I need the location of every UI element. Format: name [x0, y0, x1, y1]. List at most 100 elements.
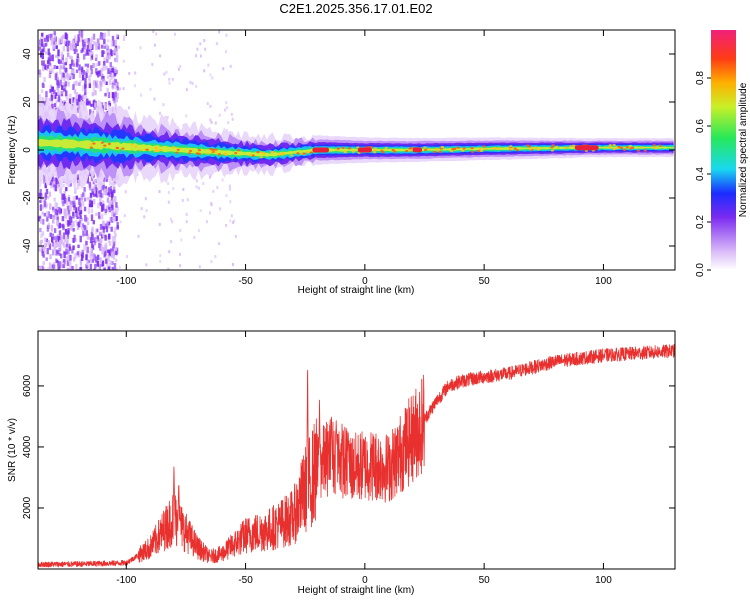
- spectrogram-noise-cell: [113, 70, 117, 76]
- spectrogram-noise-cell: [171, 77, 174, 81]
- spectrogram-noise-cell: [113, 98, 116, 104]
- spectrogram-noise-cell: [113, 47, 117, 53]
- spectrogram-noise-cell: [199, 42, 202, 46]
- spectrogram-noise-cell: [62, 82, 65, 88]
- spectrogram-noise-cell: [58, 59, 61, 64]
- spectrogram-noise-cell: [73, 89, 77, 94]
- snr-y-tick-label: 6000: [22, 374, 33, 397]
- spectrogram-noise-cell: [44, 97, 47, 102]
- spectrogram-peak-cell: [433, 150, 437, 154]
- spectrogram-noise-cell: [114, 67, 117, 74]
- spectrogram-hotspot: [412, 147, 423, 153]
- spectrogram-noise-cell: [103, 45, 106, 49]
- spectrogram-noise-cell: [88, 101, 91, 105]
- spectrogram-noise-cell: [81, 85, 85, 92]
- spectrogram-noise-cell: [103, 175, 106, 180]
- spectrogram-noise-cell: [38, 216, 41, 222]
- spectrogram-noise-cell: [182, 187, 185, 191]
- spectrogram-peak-cell: [451, 148, 455, 151]
- spectrogram-noise-cell: [115, 48, 119, 56]
- spectrogram-noise-cell: [46, 65, 50, 69]
- spectrogram-noise-cell: [82, 94, 85, 100]
- spectrogram-noise-cell: [114, 233, 117, 237]
- spectrogram-noise-cell: [179, 64, 182, 68]
- spectrogram-noise-cell: [198, 265, 201, 269]
- spectrogram-noise-cell: [90, 103, 93, 107]
- spectrogram-peak-cell: [555, 145, 559, 148]
- spectrogram-noise-cell: [51, 242, 55, 247]
- spectrogram-peak-cell: [619, 146, 624, 149]
- colorbar-tick-label: 0.2: [695, 215, 706, 229]
- spectrogram-noise-cell: [45, 188, 49, 195]
- spectrogram-noise-cell: [50, 182, 53, 189]
- colorbar-label: Normalized spectral amplitude: [738, 82, 749, 217]
- spectrogram-noise-cell: [48, 97, 51, 102]
- spectrogram-noise-cell: [76, 102, 79, 106]
- snr-x-tick-label: 100: [595, 575, 612, 586]
- spectrogram-noise-cell: [91, 226, 94, 233]
- spectrogram-noise-cell: [52, 264, 56, 269]
- spectrogram-noise-cell: [105, 225, 109, 233]
- spectrogram-noise-cell: [45, 257, 48, 261]
- spectrogram-peak-cell: [356, 146, 360, 149]
- spectrogram-noise-cell: [101, 234, 104, 239]
- spectrogram-noise-cell: [86, 233, 89, 240]
- spectrogram-noise-cell: [115, 268, 118, 270]
- spectrogram-peak-cell: [373, 147, 378, 150]
- spectrogram-noise-cell: [60, 186, 63, 191]
- spectrogram-peak-cell: [351, 150, 355, 153]
- spectrogram-noise-cell: [83, 100, 86, 105]
- spectrogram-band-layer: [38, 138, 674, 157]
- spectrogram-noise-cell: [195, 179, 198, 183]
- spectrogram-noise-cell: [101, 50, 104, 57]
- spectrogram-noise-cell: [168, 250, 171, 254]
- spectrogram-peak-cell: [256, 151, 260, 154]
- spectrogram-noise-cell: [67, 197, 71, 202]
- spectrogram-noise-cell: [86, 44, 90, 51]
- spectrogram-noise-cell: [45, 40, 49, 47]
- colorbar: 0.0 0.2 0.4 0.6 0.8 Normalized spectral ampl…: [695, 30, 749, 277]
- spectrogram-noise-cell: [47, 240, 50, 246]
- spectrogram-noise-cell: [56, 80, 60, 86]
- spectrogram-noise-cell: [59, 239, 62, 244]
- spectrogram-noise-cell: [48, 58, 51, 66]
- spectrogram-peak-cell: [630, 146, 635, 149]
- spectrogram-peak-cell: [571, 144, 576, 147]
- spectrogram-noise-cell: [97, 237, 100, 242]
- spectrogram-noise-cell: [51, 233, 55, 238]
- spectrogram-noise-cell: [80, 98, 83, 102]
- spectrogram-noise-cell: [66, 267, 70, 270]
- spectrogram-noise-cell: [108, 240, 112, 246]
- spectrogram-noise-cell: [49, 62, 53, 68]
- spectrogram-noise-cell: [55, 258, 58, 264]
- spectrogram-noise-cell: [83, 187, 86, 192]
- spectrogram-noise-cell: [88, 78, 92, 85]
- spectrogram-noise-cell: [71, 265, 74, 270]
- spectrogram-noise-cell: [65, 57, 68, 64]
- snr-panel: -100 -50 0 50 100 2000 4000 6000 Height of str…: [7, 330, 676, 596]
- spectrogram-noise-cell: [39, 227, 42, 233]
- spectrogram-noise-cell: [86, 217, 89, 222]
- spectrogram-noise-cell: [108, 249, 111, 257]
- spectrogram-noise-cell: [79, 235, 82, 243]
- spectrogram-noise-cell: [177, 67, 180, 71]
- spectrogram-peak-cell: [197, 152, 201, 156]
- spectrogram-noise-cell: [64, 228, 68, 235]
- spectrogram-y-tick-label: -40: [22, 238, 33, 253]
- spectrogram-peak-cell: [440, 145, 444, 149]
- spectrogram-noise-cell: [76, 224, 80, 231]
- spectrogram-noise-cell: [58, 207, 62, 214]
- spectrogram-noise-cell: [80, 218, 84, 222]
- colorbar-tick-label: 0.6: [695, 119, 706, 133]
- spectrogram-noise-cell: [42, 218, 45, 225]
- spectrogram-noise-cell: [40, 218, 43, 224]
- spectrogram-noise-cell: [118, 87, 121, 91]
- spectrogram-noise-cell: [78, 221, 81, 228]
- spectrogram-noise-cell: [69, 43, 72, 51]
- spectrogram-noise-cell: [105, 178, 108, 182]
- spectrogram-noise-cell: [211, 171, 214, 175]
- spectrogram-noise-cell: [162, 103, 165, 107]
- spectrogram-noise-cell: [191, 81, 194, 85]
- spectrogram-noise-cell: [68, 74, 72, 79]
- spectrogram-noise-cell: [64, 67, 67, 73]
